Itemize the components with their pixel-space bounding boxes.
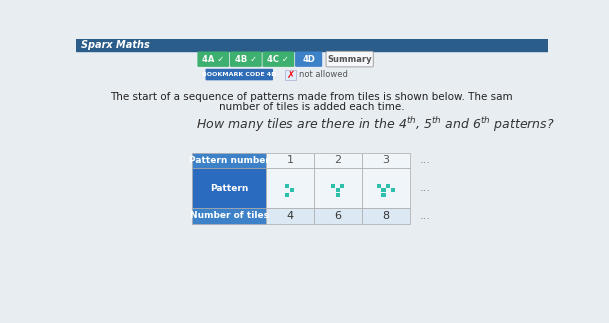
Bar <box>391 188 395 192</box>
Bar <box>266 168 314 208</box>
Text: Sparx Maths: Sparx Maths <box>81 40 150 50</box>
Text: 1: 1 <box>286 155 294 165</box>
Bar <box>331 183 335 188</box>
Text: 2: 2 <box>334 155 342 165</box>
Bar <box>362 153 410 168</box>
Text: 6: 6 <box>334 211 342 221</box>
Text: Pattern number: Pattern number <box>189 156 270 165</box>
Text: ✗: ✗ <box>287 70 295 80</box>
Text: 4D: 4D <box>302 55 315 64</box>
FancyBboxPatch shape <box>295 51 322 67</box>
Bar <box>286 193 289 197</box>
Bar <box>192 168 266 208</box>
Bar <box>314 153 362 168</box>
Bar <box>336 188 340 192</box>
Text: Pattern: Pattern <box>210 184 248 193</box>
Bar <box>266 208 314 224</box>
Bar <box>362 168 410 208</box>
FancyBboxPatch shape <box>326 51 373 67</box>
Text: ...: ... <box>420 155 431 165</box>
Text: Summary: Summary <box>328 55 372 64</box>
Text: ...: ... <box>420 211 431 221</box>
Text: BOOKMARK CODE 4D: BOOKMARK CODE 4D <box>202 72 276 77</box>
Bar <box>377 183 381 188</box>
Bar <box>362 208 410 224</box>
Text: 3: 3 <box>382 155 390 165</box>
FancyBboxPatch shape <box>230 51 262 67</box>
Bar <box>286 183 289 188</box>
Bar <box>386 183 390 188</box>
Text: Number of tiles: Number of tiles <box>189 211 269 220</box>
Bar <box>314 168 362 208</box>
Text: How many tiles are there in the 4$^{th}$, 5$^{th}$ and 6$^{th}$ patterns?: How many tiles are there in the 4$^{th}$… <box>196 116 555 134</box>
FancyBboxPatch shape <box>206 69 273 80</box>
Bar <box>340 183 345 188</box>
Bar <box>381 193 385 197</box>
Text: ...: ... <box>420 183 431 193</box>
Bar <box>290 188 294 192</box>
Bar <box>381 188 385 192</box>
Bar <box>76 39 548 51</box>
Text: number of tiles is added each time.: number of tiles is added each time. <box>219 101 404 111</box>
Bar <box>286 70 296 79</box>
Text: 4A ✓: 4A ✓ <box>202 55 225 64</box>
Bar <box>314 208 362 224</box>
FancyBboxPatch shape <box>197 51 229 67</box>
Bar <box>192 153 266 168</box>
FancyBboxPatch shape <box>262 51 294 67</box>
Text: 4C ✓: 4C ✓ <box>267 55 289 64</box>
Text: 8: 8 <box>382 211 390 221</box>
Text: not allowed: not allowed <box>298 70 347 79</box>
Bar <box>336 193 340 197</box>
Bar <box>266 153 314 168</box>
Text: 4B ✓: 4B ✓ <box>235 55 257 64</box>
Bar <box>192 208 266 224</box>
Text: The start of a sequence of patterns made from tiles is shown below. The sam: The start of a sequence of patterns made… <box>110 92 513 102</box>
Text: 4: 4 <box>286 211 294 221</box>
